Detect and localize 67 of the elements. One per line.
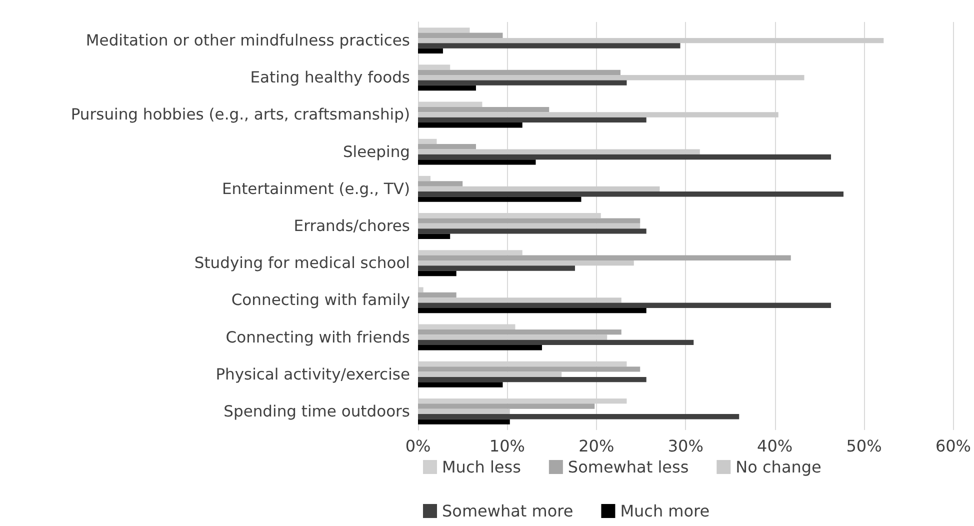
y-tick-label: Entertainment (e.g., TV): [222, 180, 410, 198]
bar: [418, 223, 640, 229]
bar: [418, 181, 463, 186]
bar: [418, 302, 832, 308]
y-tick-label: Sleeping: [342, 142, 410, 161]
bar: [418, 382, 503, 388]
y-tick-label: Pursuing hobbies (e.g., arts, craftsmanship): [70, 106, 410, 124]
x-tick-label: 0%: [405, 436, 431, 456]
bar: [418, 255, 791, 260]
x-tick-label: 10%: [489, 436, 525, 456]
bar: [418, 308, 646, 314]
bar: [418, 117, 646, 123]
bar: [418, 112, 778, 118]
bar: [418, 38, 884, 44]
bar: [418, 228, 646, 234]
bar: [418, 376, 646, 382]
bar: [418, 419, 510, 424]
bar: [418, 404, 595, 409]
y-tick-label: Errands/chores: [294, 217, 410, 235]
bar: [418, 366, 640, 372]
bar: [418, 340, 694, 346]
bar: [418, 292, 456, 298]
bar: [418, 186, 660, 192]
x-tick-label: 60%: [935, 436, 971, 456]
bar: [418, 260, 634, 266]
legend-label: Somewhat less: [568, 458, 689, 476]
bar: [418, 196, 582, 202]
bar: [418, 48, 443, 54]
legend-label: Much less: [442, 458, 521, 476]
bar: [418, 106, 550, 112]
y-tick-label: Connecting with friends: [226, 328, 410, 346]
x-tick-label: 20%: [578, 436, 614, 456]
bar: [418, 80, 627, 86]
bar: [418, 334, 608, 340]
y-tick-label: Meditation or other mindfulness practices: [86, 32, 410, 50]
x-tick-label: 40%: [757, 436, 793, 456]
y-tick-label: Connecting with family: [231, 291, 410, 310]
bar: [418, 266, 575, 271]
bar: [418, 408, 510, 414]
bar: [418, 192, 844, 197]
bar: [418, 298, 622, 303]
y-tick-label: Studying for medical school: [194, 254, 410, 272]
legend-label: Somewhat more: [442, 502, 574, 520]
bar: [418, 234, 450, 239]
bar: [418, 75, 804, 80]
bar: [418, 160, 536, 165]
bar: [418, 270, 456, 276]
bar: [418, 85, 476, 91]
bar: [418, 329, 622, 335]
bar: [418, 43, 680, 48]
bar: [418, 372, 562, 377]
y-tick-label: Eating healthy foods: [250, 68, 410, 87]
bar: [418, 70, 620, 76]
x-tick-label: 30%: [668, 436, 704, 456]
y-tick-label: Physical activity/exercise: [216, 365, 410, 384]
bar: [418, 154, 832, 160]
bar: [418, 345, 542, 350]
bar: [418, 32, 503, 38]
y-tick-label: Spending time outdoors: [224, 402, 410, 420]
x-tick-label: 50%: [846, 436, 882, 456]
bar: [418, 122, 522, 128]
bar: [418, 414, 740, 420]
bar: [418, 218, 640, 224]
bar: [418, 149, 700, 154]
legend-label: No change: [736, 458, 822, 476]
bar: [418, 144, 476, 150]
legend-label: Much more: [620, 502, 710, 520]
